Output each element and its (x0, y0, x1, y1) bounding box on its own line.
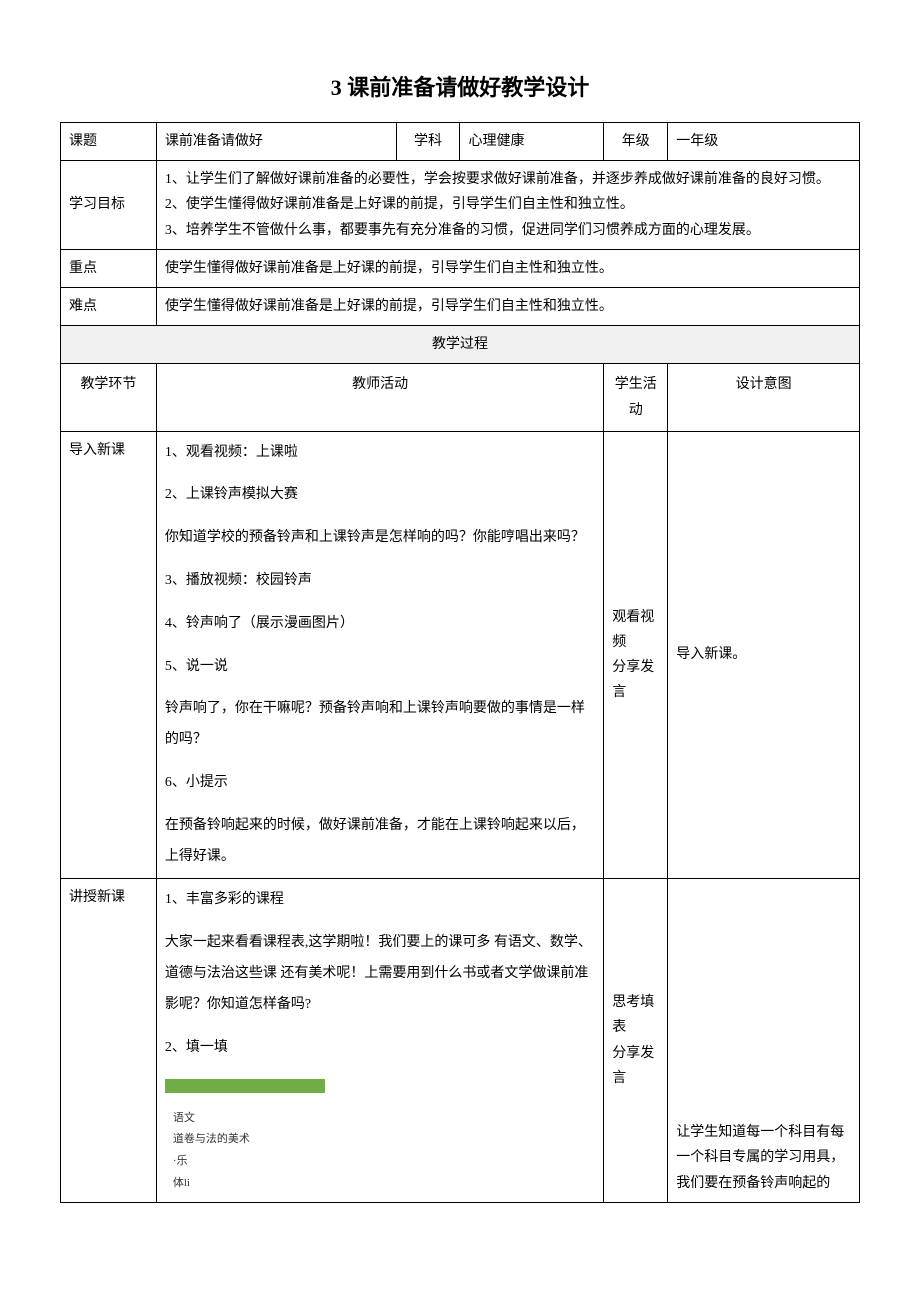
teacher-line: 3、播放视频：校园铃声 (165, 566, 595, 597)
column-header-row: 教学环节 教师活动 学生活动 设计意图 (61, 364, 860, 431)
teacher-line: 5、说一说 (165, 652, 595, 683)
col-student: 学生活动 (604, 364, 668, 431)
subject-item: 语文 (173, 1109, 595, 1129)
teacher-line: 2、上课铃声模拟大赛 (165, 480, 595, 511)
col-phase: 教学环节 (61, 364, 157, 431)
teacher-line: 2、填一填 (165, 1033, 595, 1064)
page-title: 3 课前准备请做好教学设计 (60, 70, 860, 102)
objective-item: 3、培养学生不管做什么事，都要事先有充分准备的习惯，促进同学们习惯养成方面的心理… (165, 218, 851, 243)
teacher-line: 1、丰富多彩的课程 (165, 885, 595, 916)
keypoint-label: 重点 (61, 249, 157, 287)
subject-item: 体li (173, 1174, 595, 1194)
topic-label: 课题 (61, 123, 157, 161)
objective-item: 1、让学生们了解做好课前准备的必要性，学会按要求做好课前准备，并逐步养成做好课前… (165, 167, 851, 192)
process-header: 教学过程 (61, 326, 860, 364)
objectives-content: 1、让学生们了解做好课前准备的必要性，学会按要求做好课前准备，并逐步养成做好课前… (156, 161, 859, 250)
green-bar (165, 1079, 325, 1093)
keypoint-text: 使学生懂得做好课前准备是上好课的前提，引导学生们自主性和独立性。 (156, 249, 859, 287)
student-activity-cell: 观看视频 分享发言 (604, 431, 668, 879)
teacher-line: 铃声响了，你在干嘛呢？预备铃声响和上课铃声响要做的事情是一样的吗？ (165, 694, 595, 756)
process-row-intro: 导入新课 1、观看视频：上课啦 2、上课铃声模拟大赛 你知道学校的预备铃声和上课… (61, 431, 860, 879)
phase-cell: 导入新课 (61, 431, 157, 879)
grade-label: 年级 (604, 123, 668, 161)
col-intent: 设计意图 (668, 364, 860, 431)
objective-item: 2、使学生懂得做好课前准备是上好课的前提，引导学生们自主性和独立性。 (165, 192, 851, 217)
subject-list: 语文 道卷与法的美术 ·乐 体li (165, 1109, 595, 1194)
difficulty-text: 使学生懂得做好课前准备是上好课的前提，引导学生们自主性和独立性。 (156, 287, 859, 325)
teacher-line: 大家一起来看看课程表,这学期啦！我们要上的课可多 有语文、数学、道德与法治这些课… (165, 928, 595, 1020)
difficulty-label: 难点 (61, 287, 157, 325)
teacher-line: 6、小提示 (165, 768, 595, 799)
intent-cell: 导入新课。 (668, 431, 860, 879)
teacher-activity-cell: 1、丰富多彩的课程 大家一起来看看课程表,这学期啦！我们要上的课可多 有语文、数… (156, 879, 603, 1202)
teacher-line: 1、观看视频：上课啦 (165, 438, 595, 469)
subject-item: ·乐 (173, 1152, 595, 1172)
teacher-activity-cell: 1、观看视频：上课啦 2、上课铃声模拟大赛 你知道学校的预备铃声和上课铃声是怎样… (156, 431, 603, 879)
subject-label: 学科 (396, 123, 460, 161)
process-row-teach: 讲授新课 1、丰富多彩的课程 大家一起来看看课程表,这学期啦！我们要上的课可多 … (61, 879, 860, 1202)
grade-value: 一年级 (668, 123, 860, 161)
objectives-row: 学习目标 1、让学生们了解做好课前准备的必要性，学会按要求做好课前准备，并逐步养… (61, 161, 860, 250)
keypoint-row: 重点 使学生懂得做好课前准备是上好课的前提，引导学生们自主性和独立性。 (61, 249, 860, 287)
phase-cell: 讲授新课 (61, 879, 157, 1202)
topic-value: 课前准备请做好 (156, 123, 396, 161)
col-teacher: 教师活动 (156, 364, 603, 431)
lesson-plan-table: 课题 课前准备请做好 学科 心理健康 年级 一年级 学习目标 1、让学生们了解做… (60, 122, 860, 1203)
teacher-line: 你知道学校的预备铃声和上课铃声是怎样响的吗？你能哼唱出来吗？ (165, 523, 595, 554)
teacher-line: 在预备铃响起来的时候，做好课前准备，才能在上课铃响起来以后，上得好课。 (165, 811, 595, 873)
teacher-line: 4、铃声响了（展示漫画图片） (165, 609, 595, 640)
student-activity-cell: 思考填表 分享发言 (604, 879, 668, 1202)
intent-cell: 让学生知道每一个科目有每一个科目专属的学习用具，我们要在预备铃声响起的 (668, 879, 860, 1202)
difficulty-row: 难点 使学生懂得做好课前准备是上好课的前提，引导学生们自主性和独立性。 (61, 287, 860, 325)
subject-value: 心理健康 (460, 123, 604, 161)
header-row: 课题 课前准备请做好 学科 心理健康 年级 一年级 (61, 123, 860, 161)
objectives-label: 学习目标 (61, 161, 157, 250)
process-header-row: 教学过程 (61, 326, 860, 364)
subject-item: 道卷与法的美术 (173, 1130, 595, 1150)
